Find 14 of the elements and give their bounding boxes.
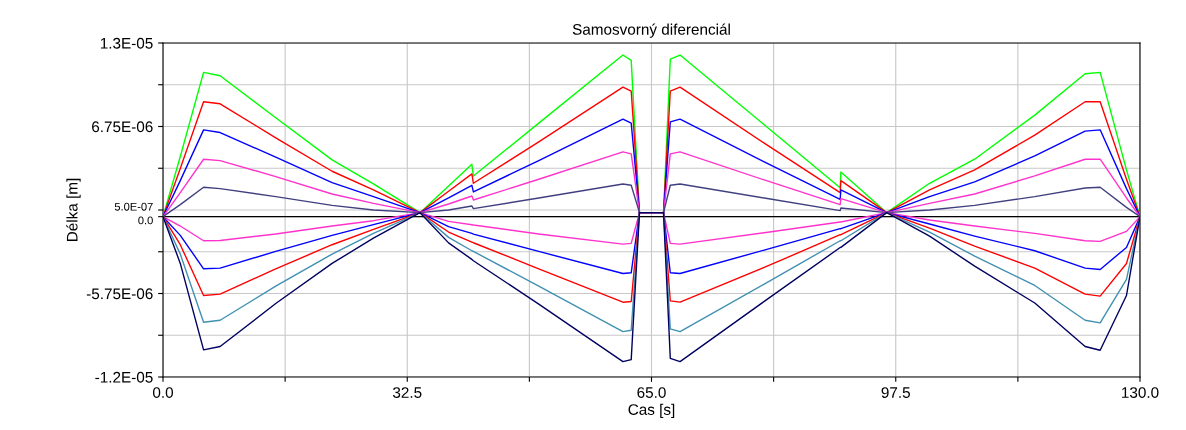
- y-tick-label: -1.2E-05: [95, 371, 153, 383]
- x-axis-title: Cas [s]: [628, 403, 675, 418]
- y-axis-title: Délka [m]: [66, 178, 81, 242]
- x-tick-label: 65.0: [637, 387, 666, 398]
- x-tick-label: 32.5: [392, 387, 422, 398]
- x-tick-label: 130.0: [1122, 387, 1159, 398]
- y-tick-label: 0.0: [138, 216, 153, 225]
- y-tick-label: 5.0E-07: [114, 202, 153, 211]
- y-tick-label: 6.75E-06: [92, 121, 153, 133]
- x-tick-label: 0.0: [152, 387, 174, 398]
- y-tick-label: -5.75E-06: [86, 288, 153, 300]
- x-tick-label: 97.5: [881, 387, 910, 398]
- chart-title: Samosvorný diferenciál: [572, 23, 730, 38]
- y-tick-label: 1.3E-05: [100, 37, 153, 49]
